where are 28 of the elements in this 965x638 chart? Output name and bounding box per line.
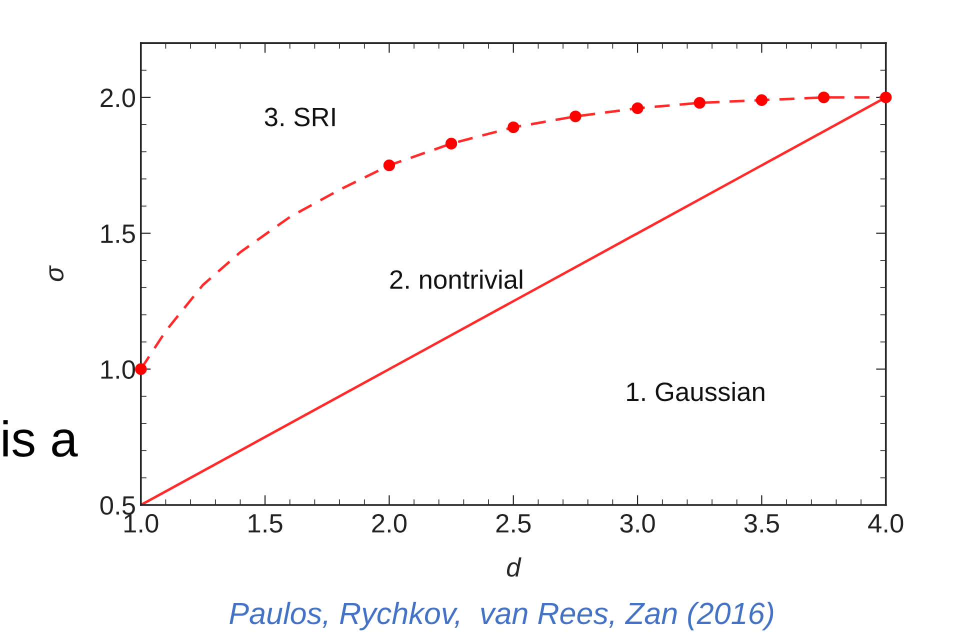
x-tick-label: 3.5	[744, 514, 779, 533]
text: is a	[3, 420, 78, 457]
x-tick-label: 1.5	[248, 514, 282, 533]
point	[694, 96, 706, 109]
point	[383, 159, 396, 172]
point	[445, 138, 458, 150]
x-tick-label: 4.0	[868, 514, 904, 533]
y-axis-title: σ	[49, 265, 64, 282]
x-tick-label: 2.5	[496, 514, 531, 533]
text: Paulos, Rychkov, van Rees, Zan (2016)	[230, 602, 774, 630]
point	[880, 92, 892, 104]
annotation: 3. SRI	[264, 108, 335, 126]
x-tick-label: 1.0	[124, 514, 158, 533]
annotation: 1. Gaussian	[627, 382, 764, 402]
x-tick-label: 3.0	[620, 514, 655, 533]
x-tick-label: 2.0	[372, 514, 407, 533]
point	[508, 121, 520, 134]
point	[135, 363, 147, 375]
point	[570, 110, 582, 122]
point	[818, 92, 830, 104]
point	[632, 102, 644, 114]
y-tick-label: 2.0	[100, 88, 135, 108]
annotation: 2. nontrivial	[390, 270, 522, 289]
point	[756, 94, 768, 106]
y-tick-label: 0.5	[100, 496, 135, 515]
y-tick-label: 1.5	[101, 224, 135, 244]
x-axis-title: d	[506, 557, 522, 577]
y-tick-label: 1.0	[101, 360, 135, 379]
